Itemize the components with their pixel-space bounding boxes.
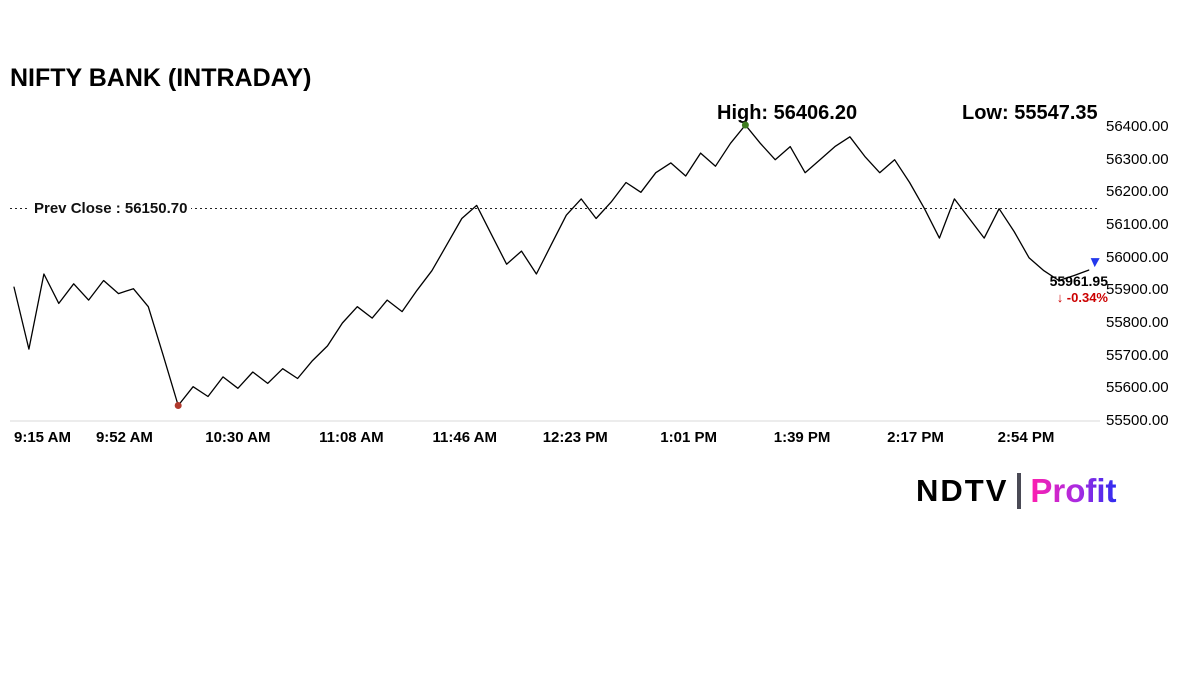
ndtv-profit-logo: NDTV Profit — [916, 472, 1117, 510]
x-axis-label: 9:15 AM — [14, 429, 71, 446]
last-price-marker — [1090, 258, 1100, 268]
prev-close-label: Prev Close : 56150.70 — [30, 200, 192, 217]
high-label: High: 56406.20 — [717, 102, 858, 124]
x-axis-label: 2:54 PM — [997, 429, 1055, 446]
y-axis-label: 56000.00 — [1106, 248, 1169, 266]
x-axis-label: 12:23 PM — [542, 429, 608, 446]
y-axis-label: 56100.00 — [1106, 216, 1169, 233]
x-axis-label: 1:39 PM — [773, 429, 831, 446]
y-axis-label: 56200.00 — [1106, 183, 1169, 201]
low-marker-dot — [174, 402, 182, 410]
x-axis-label: 2:17 PM — [887, 429, 944, 446]
chart-title: NIFTY BANK (INTRADAY) — [10, 64, 312, 92]
y-axis-label: 55800.00 — [1106, 314, 1169, 331]
ndtv-logo-text: NDTV — [916, 473, 1009, 508]
x-axis-label: 1:01 PM — [660, 429, 718, 446]
price-line — [13, 124, 1090, 407]
last-price-label: 55961.95 — [1049, 273, 1108, 289]
x-axis-label: 9:52 AM — [95, 429, 153, 446]
y-axis-label: 55600.00 — [1106, 379, 1169, 397]
y-axis-label: 56300.00 — [1106, 150, 1169, 168]
profit-logo-text: Profit — [1030, 472, 1117, 509]
last-change-label: ↓ -0.34% — [1056, 290, 1108, 305]
y-axis-label: 55900.00 — [1106, 281, 1169, 299]
x-axis-label: 11:46 AM — [432, 429, 498, 446]
x-axis-label: 11:08 AM — [319, 429, 384, 446]
y-axis-label: 55700.00 — [1106, 346, 1169, 364]
logo-separator-bar — [1017, 473, 1022, 509]
x-axis-label: 10:30 AM — [205, 429, 271, 446]
y-axis-label: 55500.00 — [1106, 412, 1169, 429]
low-label: Low: 55547.35 — [962, 102, 1098, 124]
high-marker-dot — [741, 121, 749, 129]
y-axis-label: 56400.00 — [1106, 118, 1169, 135]
